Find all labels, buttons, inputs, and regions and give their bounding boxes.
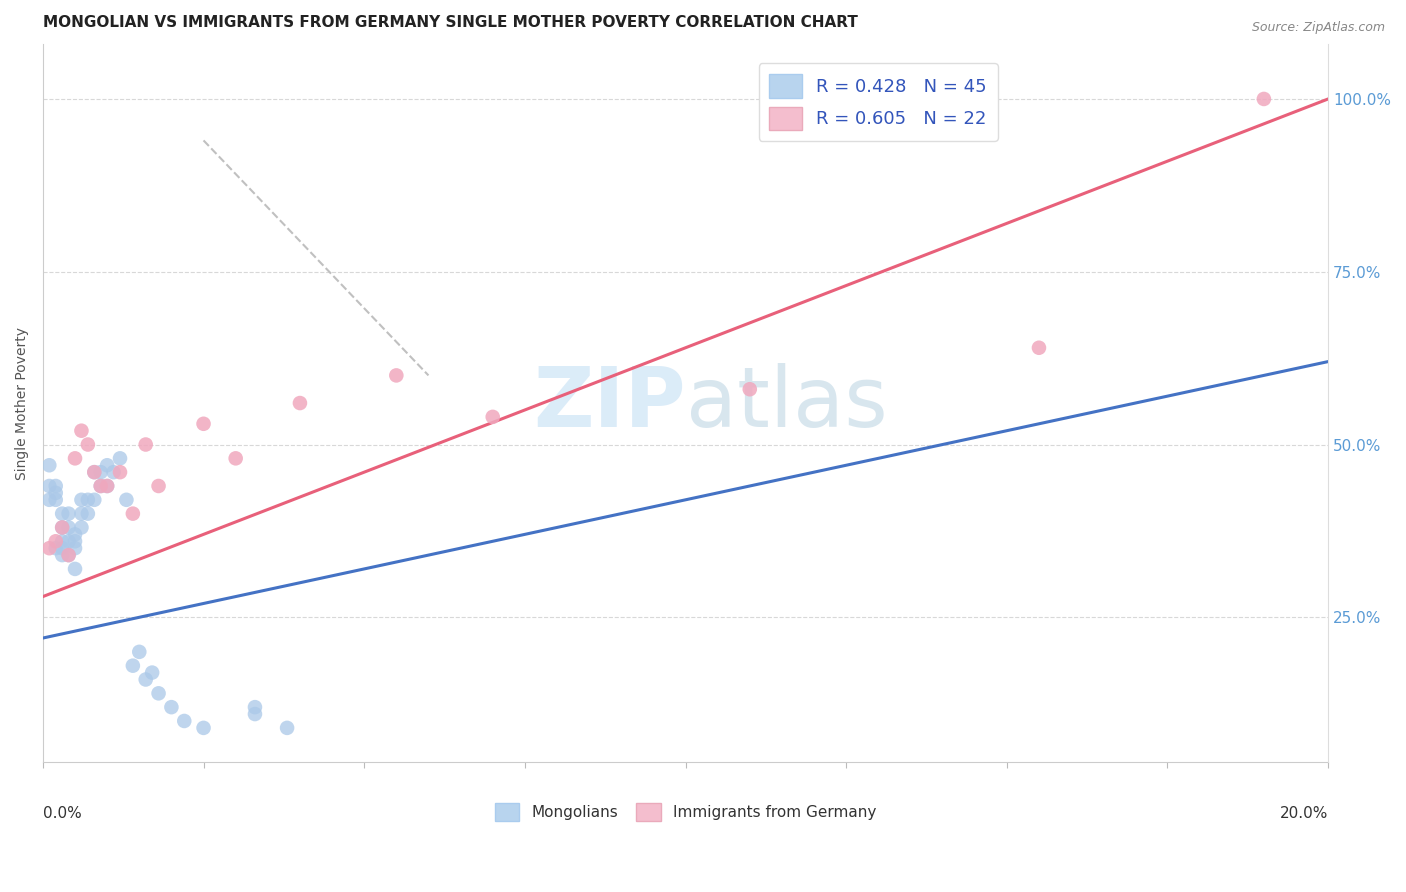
Point <box>58 507 80 521</box>
Point <box>38 492 60 507</box>
Point <box>96 458 118 473</box>
Point <box>70 492 93 507</box>
Point <box>121 507 143 521</box>
Point <box>83 465 105 479</box>
Point <box>225 451 247 466</box>
Point <box>63 451 86 466</box>
Point <box>108 451 131 466</box>
Point <box>148 686 170 700</box>
Point <box>193 721 215 735</box>
Legend: Mongolians, Immigrants from Germany: Mongolians, Immigrants from Germany <box>488 797 883 827</box>
Text: atlas: atlas <box>686 362 887 443</box>
Text: MONGOLIAN VS IMMIGRANTS FROM GERMANY SINGLE MOTHER POVERTY CORRELATION CHART: MONGOLIAN VS IMMIGRANTS FROM GERMANY SIN… <box>44 15 858 30</box>
Point <box>481 409 503 424</box>
Point <box>63 534 86 549</box>
Point <box>70 507 93 521</box>
Point <box>738 382 761 396</box>
Point <box>108 465 131 479</box>
Point <box>173 714 195 728</box>
Point <box>141 665 163 680</box>
Point <box>148 479 170 493</box>
Text: Source: ZipAtlas.com: Source: ZipAtlas.com <box>1251 21 1385 34</box>
Point <box>115 492 138 507</box>
Point <box>63 527 86 541</box>
Point <box>45 492 67 507</box>
Point <box>243 700 266 714</box>
Point <box>45 486 67 500</box>
Text: 0.0%: 0.0% <box>44 805 82 821</box>
Point <box>58 548 80 562</box>
Point <box>58 534 80 549</box>
Text: ZIP: ZIP <box>533 362 686 443</box>
Point <box>276 721 298 735</box>
Point <box>38 541 60 556</box>
Point <box>76 507 98 521</box>
Point <box>51 507 73 521</box>
Point <box>51 520 73 534</box>
Point <box>90 479 112 493</box>
Point <box>70 424 93 438</box>
Point <box>128 645 150 659</box>
Point <box>51 541 73 556</box>
Point <box>96 479 118 493</box>
Point <box>90 465 112 479</box>
Point <box>45 479 67 493</box>
Point <box>96 479 118 493</box>
Point <box>76 492 98 507</box>
Point <box>135 437 157 451</box>
Point <box>76 437 98 451</box>
Point <box>45 541 67 556</box>
Point <box>1028 341 1050 355</box>
Point <box>83 492 105 507</box>
Point <box>90 479 112 493</box>
Point <box>38 458 60 473</box>
Point <box>70 520 93 534</box>
Point <box>121 658 143 673</box>
Point <box>1253 92 1275 106</box>
Point <box>63 562 86 576</box>
Point <box>45 534 67 549</box>
Point <box>51 534 73 549</box>
Point <box>63 541 86 556</box>
Point <box>385 368 408 383</box>
Point <box>135 673 157 687</box>
Point <box>103 465 125 479</box>
Point <box>83 465 105 479</box>
Point <box>58 548 80 562</box>
Point <box>51 548 73 562</box>
Point <box>38 479 60 493</box>
Y-axis label: Single Mother Poverty: Single Mother Poverty <box>15 326 30 480</box>
Point <box>288 396 311 410</box>
Point <box>58 520 80 534</box>
Point <box>193 417 215 431</box>
Text: 20.0%: 20.0% <box>1279 805 1329 821</box>
Point <box>160 700 183 714</box>
Point <box>51 520 73 534</box>
Point <box>243 707 266 722</box>
